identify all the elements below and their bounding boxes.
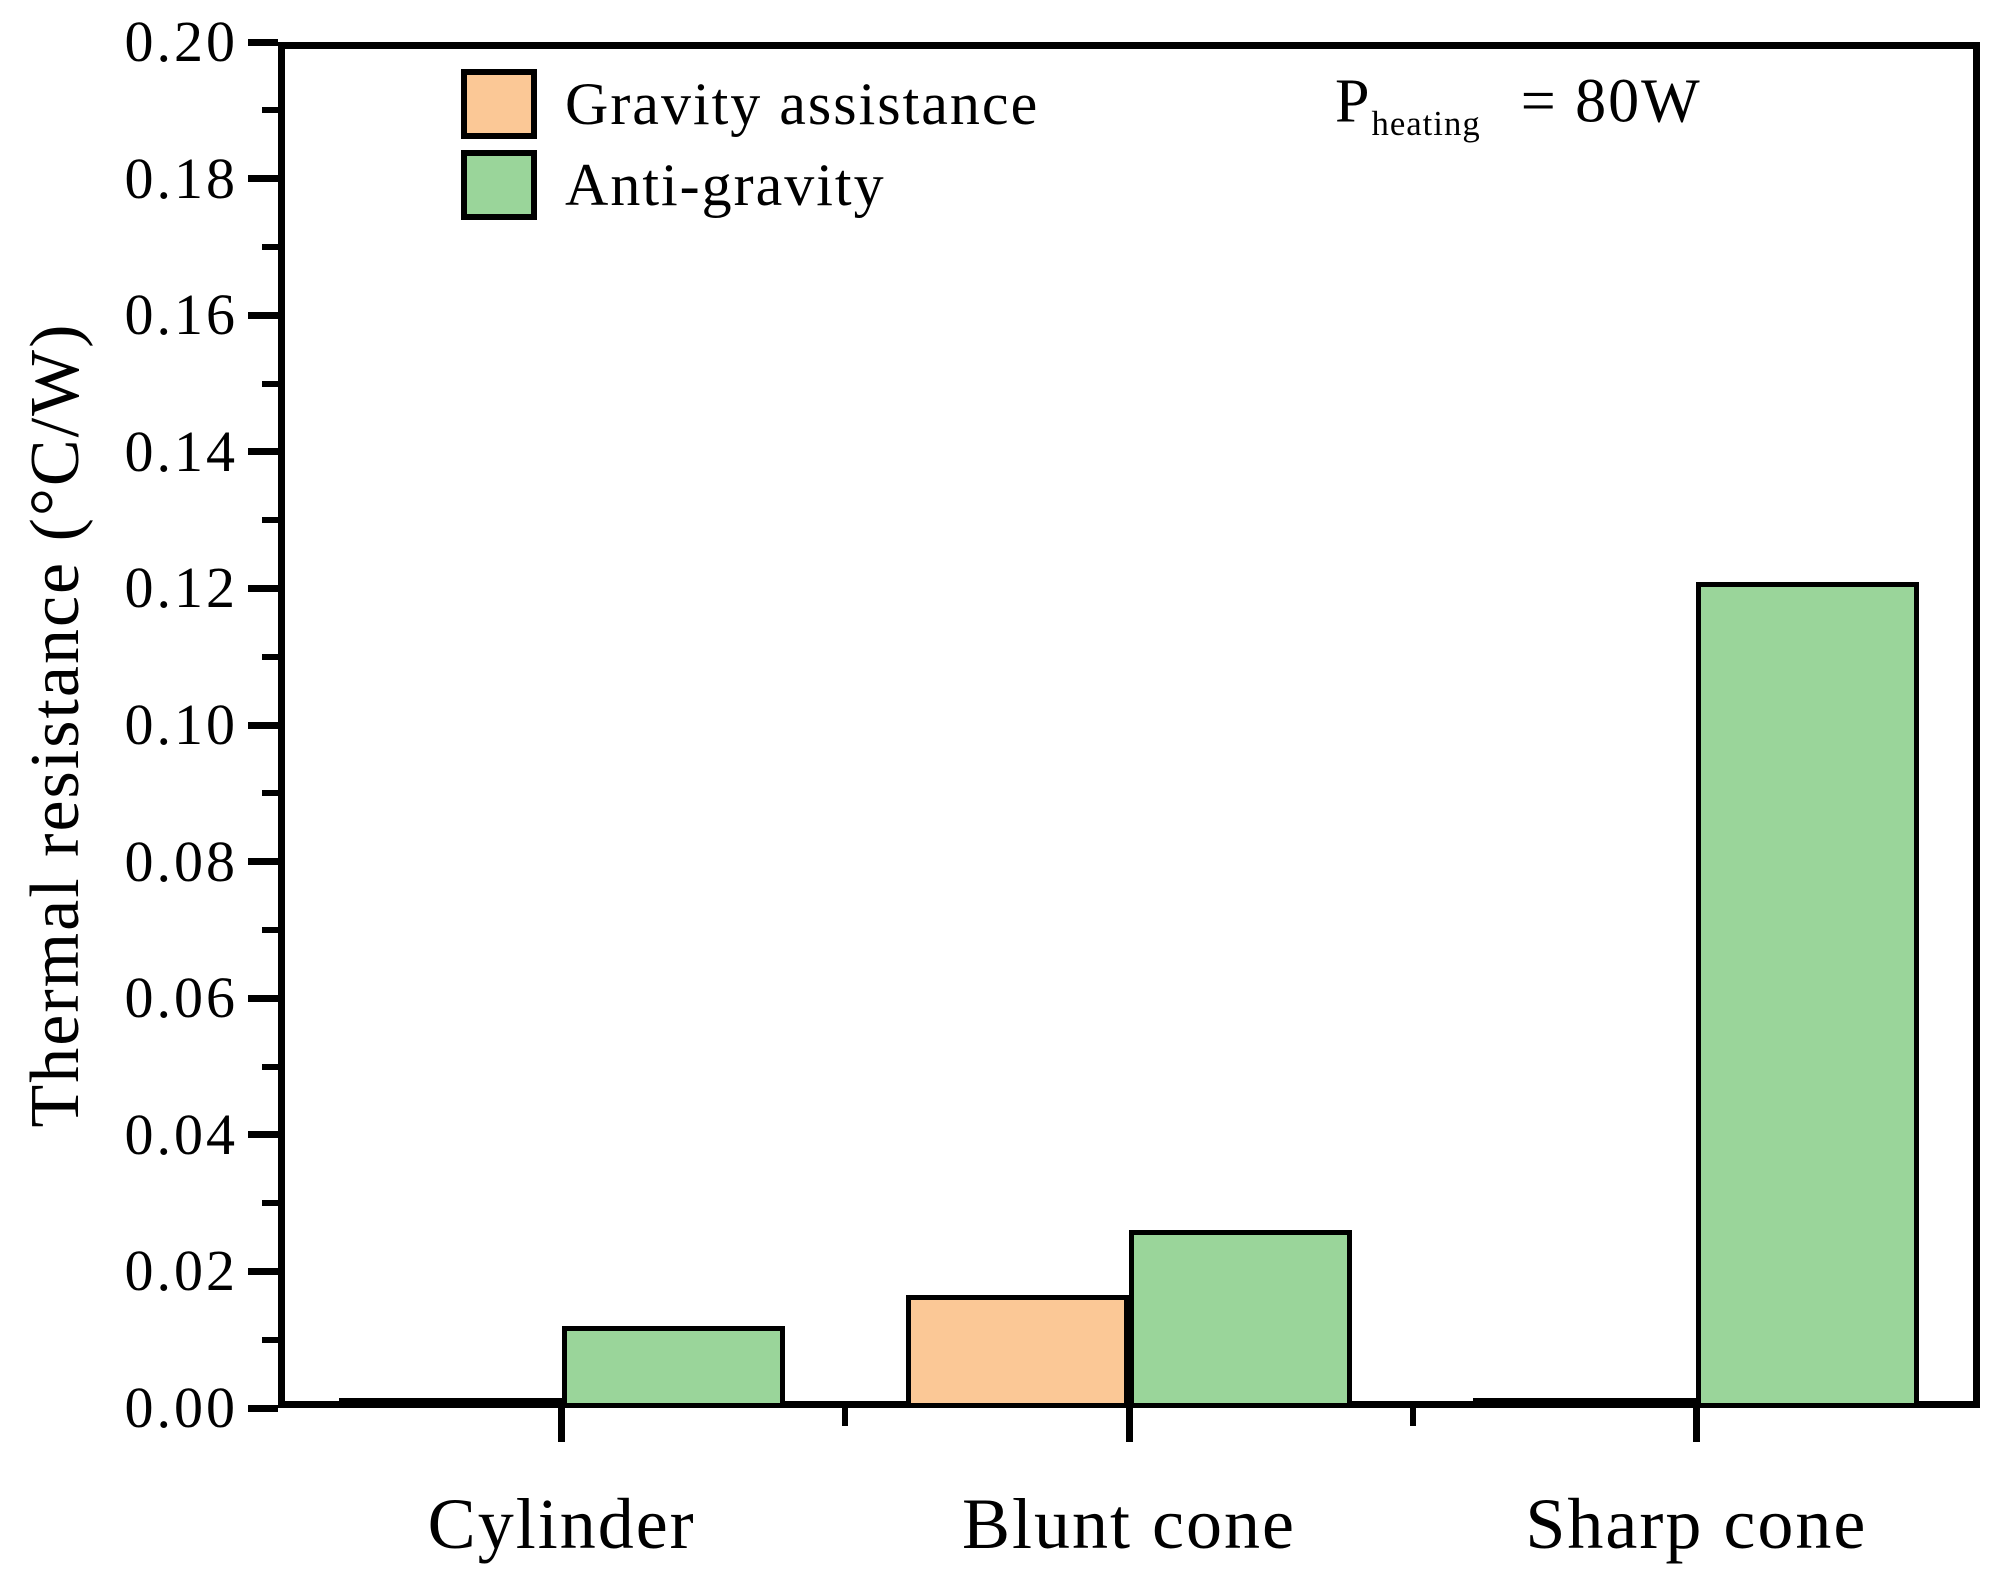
annotation-value: = 80W [1520, 67, 1702, 136]
y-major-tick [248, 1131, 278, 1139]
legend-swatch-anti-gravity [461, 150, 537, 220]
bar-anti-gravity-blunt-cone [1129, 1230, 1352, 1408]
x-major-tick [1125, 1408, 1133, 1442]
y-major-tick [248, 1404, 278, 1412]
y-tick-label: 0.16 [124, 282, 238, 348]
y-major-tick [248, 721, 278, 729]
legend-swatch-gravity-assistance [461, 69, 537, 139]
bar-anti-gravity-sharp-cone [1696, 581, 1920, 1408]
legend-item-gravity-assistance: Gravity assistance [461, 69, 1039, 139]
bar-gravity-assistance-cylinder [338, 1398, 562, 1408]
y-tick-label: 0.20 [124, 9, 238, 74]
y-major-tick [248, 994, 278, 1002]
bar-anti-gravity-cylinder [561, 1326, 785, 1408]
annotation-subscript: heating [1371, 103, 1481, 143]
y-major-tick [248, 448, 278, 456]
y-minor-tick [262, 926, 278, 933]
x-category-label: Cylinder [427, 1484, 696, 1564]
y-minor-tick [262, 1063, 278, 1070]
y-tick-label: 0.12 [124, 555, 238, 621]
legend: Gravity assistance Anti-gravity [461, 69, 1039, 231]
bar-gravity-assistance-sharp-cone [1473, 1398, 1697, 1408]
y-major-tick [248, 175, 278, 183]
bar-gravity-assistance-blunt-cone [906, 1295, 1129, 1408]
y-major-tick [248, 1267, 278, 1275]
y-minor-tick [262, 107, 278, 114]
y-tick-label: 0.00 [124, 1375, 238, 1440]
y-minor-tick [262, 243, 278, 250]
y-minor-tick [262, 517, 278, 524]
annotation-symbol: P [1335, 67, 1372, 136]
x-category-label: Sharp cone [1525, 1484, 1868, 1564]
y-major-tick [248, 311, 278, 319]
y-minor-tick [262, 790, 278, 797]
y-tick-label: 0.18 [124, 145, 238, 211]
x-minor-tick [1409, 1408, 1416, 1426]
y-tick-label: 0.06 [124, 965, 238, 1031]
y-tick-label: 0.08 [124, 828, 238, 894]
x-major-tick [1692, 1408, 1700, 1442]
y-tick-label: 0.14 [124, 418, 238, 484]
x-major-tick [558, 1408, 566, 1442]
legend-label: Gravity assistance [565, 71, 1040, 137]
x-category-label: Blunt cone [962, 1484, 1296, 1564]
x-minor-tick [842, 1408, 849, 1426]
y-minor-tick [262, 1336, 278, 1343]
heating-power-annotation: Pheating = 80W [1335, 70, 1702, 141]
y-major-tick [248, 858, 278, 866]
y-tick-label: 0.10 [124, 692, 238, 757]
y-minor-tick [262, 653, 278, 660]
y-minor-tick [262, 380, 278, 387]
y-major-tick [248, 38, 278, 46]
y-tick-label: 0.02 [124, 1238, 238, 1304]
y-minor-tick [262, 1200, 278, 1207]
legend-label: Anti-gravity [565, 152, 886, 218]
legend-item-anti-gravity: Anti-gravity [461, 150, 1039, 220]
y-tick-label: 0.04 [124, 1101, 238, 1167]
y-major-tick [248, 584, 278, 592]
